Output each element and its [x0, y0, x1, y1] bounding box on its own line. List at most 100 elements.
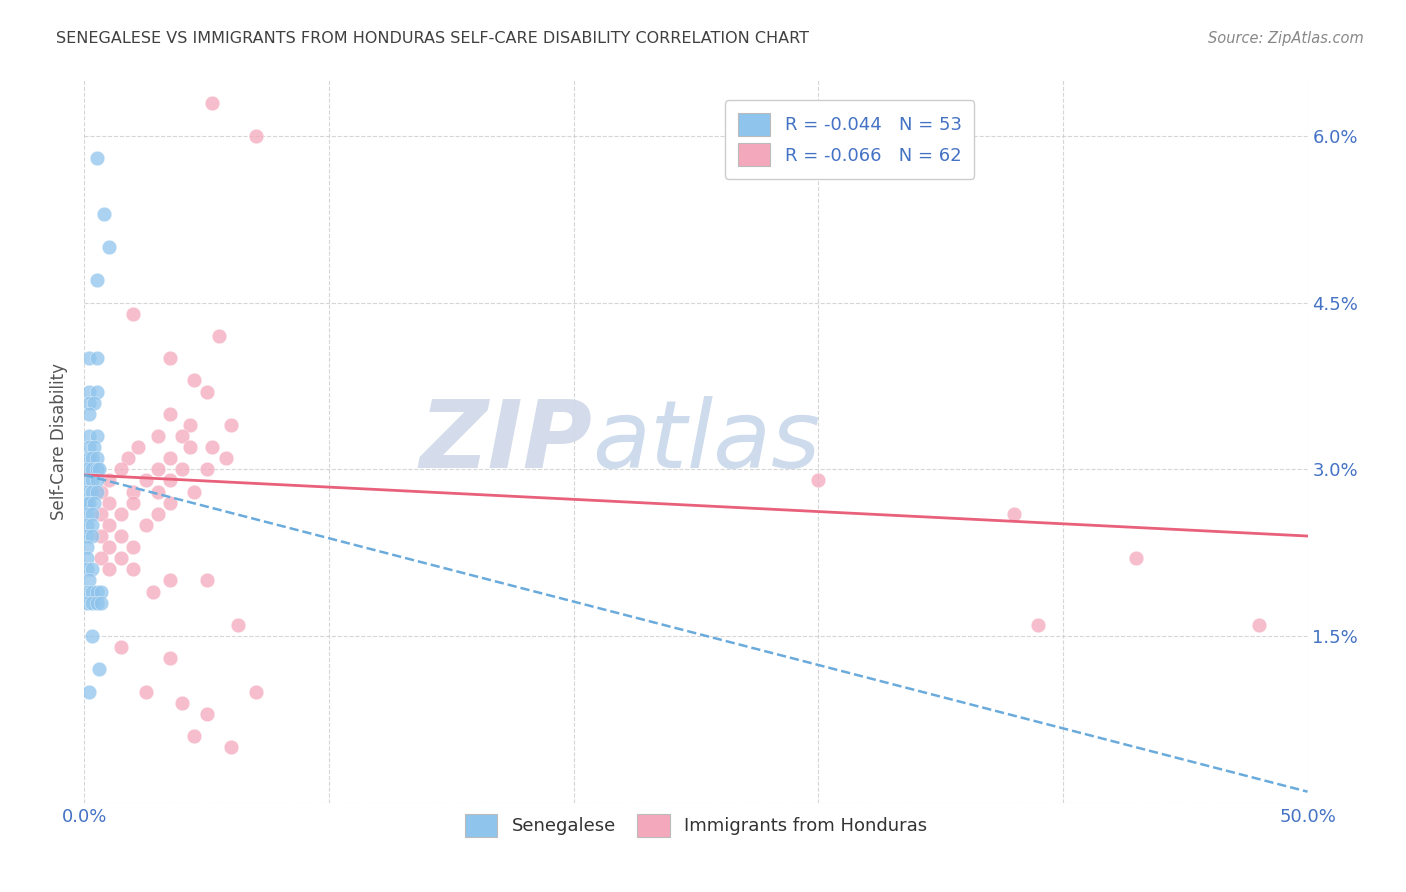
Point	[80, 529, 103, 543]
Point	[77, 351, 100, 366]
Point	[195, 384, 218, 399]
Point	[86, 484, 108, 499]
Point	[215, 451, 238, 466]
Y-axis label: Self-Care Disability: Self-Care Disability	[51, 363, 69, 520]
Point	[80, 462, 103, 476]
Text: SENEGALESE VS IMMIGRANTS FROM HONDURAS SELF-CARE DISABILITY CORRELATION CHART: SENEGALESE VS IMMIGRANTS FROM HONDURAS S…	[56, 31, 810, 46]
Point	[80, 584, 103, 599]
Point	[76, 484, 98, 499]
Point	[80, 596, 103, 610]
Point	[90, 507, 112, 521]
Point	[159, 651, 181, 665]
Point	[90, 484, 112, 499]
Point	[1028, 618, 1050, 632]
Point	[122, 540, 145, 554]
Point	[245, 684, 267, 698]
Point	[245, 128, 267, 143]
Point	[80, 517, 103, 532]
Point	[86, 451, 108, 466]
Point	[86, 351, 108, 366]
Point	[80, 629, 103, 643]
Point	[90, 584, 112, 599]
Point	[208, 329, 231, 343]
Point	[90, 529, 112, 543]
Point	[179, 417, 201, 432]
Point	[122, 307, 145, 321]
Point	[87, 462, 110, 476]
Point	[97, 240, 120, 254]
Point	[97, 474, 120, 488]
Point	[135, 684, 157, 698]
Point	[172, 429, 194, 443]
Point	[86, 596, 108, 610]
Point	[97, 517, 120, 532]
Point	[93, 207, 115, 221]
Point	[86, 429, 108, 443]
Point	[76, 507, 98, 521]
Point	[200, 95, 222, 110]
Point	[86, 584, 108, 599]
Point	[159, 496, 181, 510]
Point	[86, 151, 108, 165]
Point	[80, 507, 103, 521]
Point	[195, 706, 218, 721]
Point	[146, 484, 169, 499]
Point	[77, 395, 100, 409]
Point	[77, 496, 100, 510]
Point	[228, 618, 250, 632]
Legend: Senegalese, Immigrants from Honduras: Senegalese, Immigrants from Honduras	[457, 806, 935, 845]
Point	[122, 484, 145, 499]
Point	[83, 496, 105, 510]
Point	[110, 551, 132, 566]
Point	[76, 596, 98, 610]
Point	[97, 562, 120, 576]
Point	[110, 462, 132, 476]
Point	[159, 451, 181, 466]
Point	[146, 462, 169, 476]
Point	[86, 384, 108, 399]
Point	[77, 684, 100, 698]
Point	[146, 429, 169, 443]
Text: Source: ZipAtlas.com: Source: ZipAtlas.com	[1208, 31, 1364, 46]
Point	[86, 462, 108, 476]
Point	[90, 596, 112, 610]
Text: ZIP: ZIP	[419, 395, 592, 488]
Point	[86, 474, 108, 488]
Text: atlas: atlas	[592, 396, 820, 487]
Point	[76, 517, 98, 532]
Point	[76, 474, 98, 488]
Point	[77, 429, 100, 443]
Point	[80, 474, 103, 488]
Point	[76, 562, 98, 576]
Point	[97, 496, 120, 510]
Point	[142, 584, 165, 599]
Point	[159, 407, 181, 421]
Point	[183, 373, 205, 387]
Point	[127, 440, 149, 454]
Point	[80, 562, 103, 576]
Point	[1247, 618, 1270, 632]
Point	[159, 474, 181, 488]
Point	[179, 440, 201, 454]
Point	[80, 451, 103, 466]
Point	[76, 551, 98, 566]
Point	[76, 529, 98, 543]
Point	[219, 417, 242, 432]
Point	[76, 584, 98, 599]
Point	[83, 440, 105, 454]
Point	[195, 574, 218, 588]
Point	[159, 574, 181, 588]
Point	[135, 474, 157, 488]
Point	[80, 484, 103, 499]
Point	[76, 540, 98, 554]
Point	[110, 640, 132, 655]
Point	[77, 574, 100, 588]
Point	[77, 384, 100, 399]
Point	[110, 507, 132, 521]
Point	[172, 696, 194, 710]
Point	[97, 540, 120, 554]
Point	[90, 551, 112, 566]
Point	[1002, 507, 1025, 521]
Point	[83, 395, 105, 409]
Point	[76, 496, 98, 510]
